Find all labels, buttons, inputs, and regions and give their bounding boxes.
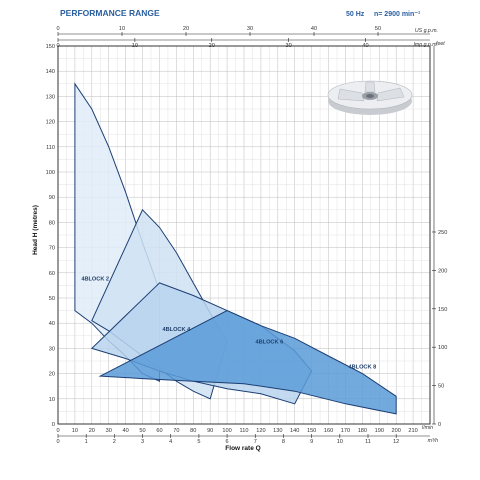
y-tick-label: 120 xyxy=(46,120,55,126)
x-tick-label: 90 xyxy=(207,428,213,434)
top-upper-unit-label: US g.p.m. xyxy=(415,28,438,34)
series-label-4: 4BLOCK 8 xyxy=(349,365,377,371)
speed-label: n= 2900 min⁻¹ xyxy=(374,11,421,18)
x-tick-label: 160 xyxy=(324,428,333,434)
series-label-2: 4BLOCK 4 xyxy=(163,327,192,333)
y-tick-label: 0 xyxy=(52,422,55,428)
frequency-label: 50 Hz xyxy=(346,11,365,18)
top-upper-axis-tick-label: 50 xyxy=(375,26,381,32)
x-tick-label: 10 xyxy=(72,428,78,434)
top-upper-axis-tick-label: 20 xyxy=(183,26,189,32)
top-upper-axis-tick-label: 0 xyxy=(56,26,59,32)
right-axis-tick-label: 50 xyxy=(438,384,444,390)
right-axis-tick-label: 250 xyxy=(438,230,447,236)
x-tick-label: 50 xyxy=(139,428,145,434)
tick-labels: 0 10 20 30 40 50 60 70 80 90 100 110 120 130 140 150 160… xyxy=(46,26,448,445)
x-axis-label: Flow rate Q xyxy=(225,445,260,452)
y-tick-label: 70 xyxy=(49,246,55,252)
x-unit-label: l/min xyxy=(422,425,433,431)
right-axis-tick-label: 0 xyxy=(438,422,441,428)
x-tick-label: 120 xyxy=(256,428,265,434)
top-lower-unit-label: Imp g.p.m. xyxy=(413,42,438,48)
y-tick-label: 100 xyxy=(46,170,55,176)
top-upper-axis-tick-label: 10 xyxy=(119,26,125,32)
y-tick-label: 110 xyxy=(46,145,55,151)
x-tick-label: 150 xyxy=(307,428,316,434)
x-tick-label: 70 xyxy=(173,428,179,434)
top-upper-axis-tick-label: 30 xyxy=(247,26,253,32)
x-tick-label: 20 xyxy=(89,428,95,434)
bottom-axis-tick-label: 0 xyxy=(56,439,59,445)
y-tick-label: 150 xyxy=(46,44,55,50)
y-tick-label: 30 xyxy=(49,346,55,352)
x-tick-label: 80 xyxy=(190,428,196,434)
top-lower-axis-tick-label: 20 xyxy=(209,43,215,49)
top-lower-axis-tick-label: 10 xyxy=(132,43,138,49)
series-areas: 4BLOCK 2 4BLOCK 4 4BLOCK 6 4BLOCK 8 xyxy=(74,82,397,415)
right-axis-tick-label: 100 xyxy=(438,345,447,351)
bottom-axis-tick-label: 7 xyxy=(254,439,257,445)
y-tick-label: 60 xyxy=(49,271,55,277)
x-tick-label: 210 xyxy=(408,428,417,434)
y-tick-label: 20 xyxy=(49,372,55,378)
y-tick-label: 80 xyxy=(49,220,55,226)
x-tick-label: 0 xyxy=(56,428,59,434)
x-tick-label: 190 xyxy=(375,428,384,434)
plot-frame xyxy=(57,45,431,425)
y-tick-label: 90 xyxy=(49,195,55,201)
x-tick-label: 180 xyxy=(358,428,367,434)
bottom-axis-tick-label: 2 xyxy=(113,439,116,445)
right-axis-tick-label: 200 xyxy=(438,268,447,274)
x-tick-label: 40 xyxy=(123,428,129,434)
x-tick-label: 30 xyxy=(106,428,112,434)
x-tick-label: 130 xyxy=(273,428,282,434)
x-tick-label: 60 xyxy=(156,428,162,434)
y-tick-label: 130 xyxy=(46,94,55,100)
top-upper-axis-tick-label: 40 xyxy=(311,26,317,32)
y-axis-label: Head H (metres) xyxy=(32,205,39,255)
series-label-3: 4BLOCK 6 xyxy=(256,339,284,345)
x-tick-label: 200 xyxy=(392,428,401,434)
right-unit-label: feet xyxy=(436,41,445,47)
y-tick-label: 50 xyxy=(49,296,55,302)
chart-title: PERFORMANCE RANGE xyxy=(60,8,160,18)
x-tick-label: 110 xyxy=(240,428,249,434)
y-tick-label: 140 xyxy=(46,69,55,75)
series-label-1: 4BLOCK 2 xyxy=(81,276,109,282)
series-region-4 xyxy=(98,310,397,415)
bottom-axis-tick-label: 9 xyxy=(310,439,313,445)
impeller-image xyxy=(327,80,413,115)
bottom-axis-tick-label: 11 xyxy=(365,439,371,445)
x-tick-label: 140 xyxy=(290,428,299,434)
bottom-unit-label: m³/h xyxy=(428,438,438,444)
top-lower-axis-tick-label: 30 xyxy=(285,43,291,49)
bottom-axis-tick-label: 3 xyxy=(141,439,144,445)
y-tick-label: 10 xyxy=(49,397,55,403)
x-tick-label: 170 xyxy=(341,428,350,434)
bottom-axis-tick-label: 12 xyxy=(393,439,399,445)
top-lower-axis-tick-label: 40 xyxy=(362,43,368,49)
axes xyxy=(57,32,436,438)
top-lower-axis-tick-label: 0 xyxy=(56,43,59,49)
bottom-axis-tick-label: 5 xyxy=(197,439,200,445)
y-tick-label: 40 xyxy=(49,321,55,327)
bottom-axis-tick-label: 6 xyxy=(226,439,229,445)
right-axis-tick-label: 150 xyxy=(438,307,447,313)
bottom-axis-tick-label: 10 xyxy=(337,439,343,445)
bottom-axis-tick-label: 8 xyxy=(282,439,285,445)
bottom-axis-tick-label: 4 xyxy=(169,439,172,445)
x-tick-label: 100 xyxy=(222,428,231,434)
bottom-axis-tick-label: 1 xyxy=(85,439,88,445)
